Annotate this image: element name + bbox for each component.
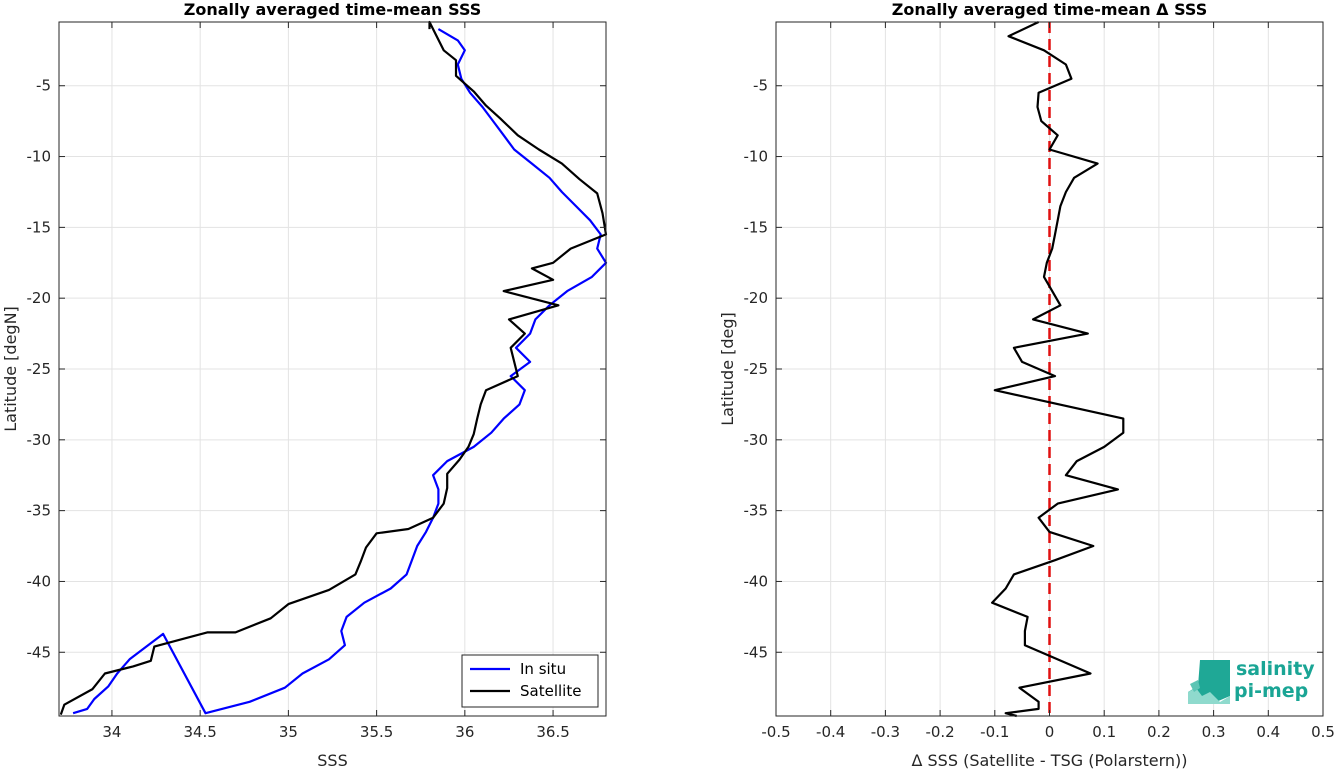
x-tick-label: -0.1 (980, 723, 1009, 741)
x-axis-label: SSS (317, 751, 347, 769)
y-axis-label: Latitude [degN] (1, 306, 20, 432)
x-tick-label: 36 (455, 723, 474, 741)
y-tick-label: -10 (744, 148, 769, 166)
series-line-0 (990, 21, 1125, 718)
x-tick-label: 35 (279, 723, 298, 741)
legend-box (461, 654, 599, 708)
x-tick-label: -0.2 (925, 723, 954, 741)
legend: In situ Satellite (461, 654, 599, 708)
x-tick-label: 0 (1045, 723, 1055, 741)
series-line-in-situ (72, 28, 608, 715)
salinity-pi-mep-logo: salinity pi-mep (1186, 658, 1316, 710)
y-tick-label: -10 (27, 148, 52, 166)
legend-label: In situ (520, 660, 566, 678)
y-tick-label: -40 (744, 572, 769, 590)
x-tick-label: -0.4 (816, 723, 845, 741)
x-axis-label: Δ SSS (Satellite - TSG (Polarstern)) (911, 751, 1187, 769)
x-tick-label: 0.3 (1202, 723, 1226, 741)
y-tick-label: -45 (744, 643, 769, 661)
y-tick-label: -35 (27, 502, 52, 520)
y-tick-label: -5 (36, 77, 51, 95)
series-line-satellite (59, 20, 608, 715)
chart-title: Zonally averaged time-mean Δ SSS (892, 0, 1208, 19)
logo-wave-icon (1188, 660, 1230, 704)
y-tick-label: -25 (744, 360, 769, 378)
x-tick-label: 0.2 (1147, 723, 1171, 741)
y-tick-label: -40 (27, 572, 52, 590)
y-tick-label: -20 (27, 289, 52, 307)
y-tick-label: -25 (27, 360, 52, 378)
y-tick-label: -30 (27, 431, 52, 449)
y-tick-label: -15 (744, 218, 769, 236)
x-tick-label: 35.5 (360, 723, 393, 741)
x-tick-label: 36.5 (536, 723, 569, 741)
y-axis-label: Latitude [deg] (718, 312, 737, 426)
y-tick-label: -15 (27, 218, 52, 236)
x-tick-label: 0.4 (1256, 723, 1280, 741)
right-chart: -0.5 -0.4 -0.3 -0.2 -0.1 0 0.1 0.2 0.3 0.4 0.5 -5 -1… (718, 0, 1335, 769)
y-tick-label: -30 (744, 431, 769, 449)
x-tick-label: -0.3 (871, 723, 900, 741)
chart-title: Zonally averaged time-mean SSS (184, 0, 482, 19)
x-tick-label: 34.5 (183, 723, 216, 741)
x-tick-label: 34 (102, 723, 121, 741)
x-tick-label: -0.5 (761, 723, 790, 741)
y-tick-label: -45 (27, 643, 52, 661)
x-tick-label: 0.1 (1092, 723, 1116, 741)
logo-line-2: pi-mep (1234, 680, 1309, 702)
y-tick-label: -20 (744, 289, 769, 307)
x-tick-label: 0.5 (1311, 723, 1335, 741)
y-tick-label: -35 (744, 502, 769, 520)
left-chart: 34 34.5 35 35.5 36 36.5 -5 -10 -15 -20 -25 -30 -35 -4… (1, 0, 608, 769)
y-tick-label: -5 (753, 77, 768, 95)
logo-line-1: salinity (1236, 658, 1315, 680)
legend-label: Satellite (520, 682, 581, 700)
